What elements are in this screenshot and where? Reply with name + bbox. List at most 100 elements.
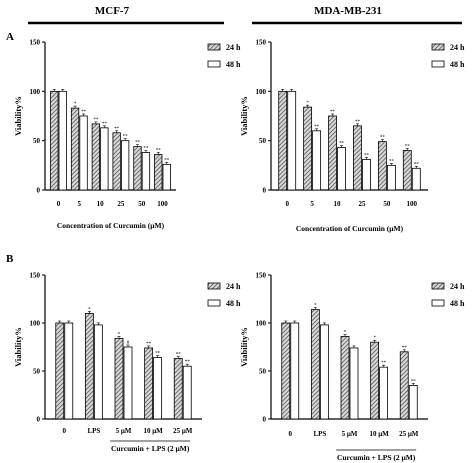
significance-mark: ** <box>102 122 108 127</box>
x-tick-label: 10 μM <box>369 430 389 438</box>
significance-mark: ** <box>176 353 182 358</box>
y-tick-label: 150 <box>30 272 41 280</box>
bar-24h <box>55 322 65 420</box>
x-tick-label: 0 <box>285 200 289 208</box>
x-tick-label: 50 <box>138 200 146 208</box>
y-axis-label: Viability% <box>239 96 249 136</box>
bar-24h <box>70 107 80 191</box>
panel-letter-b: B <box>6 253 14 265</box>
x-tick-label: 5 <box>310 200 314 208</box>
x-tick-label: 0 <box>289 430 293 438</box>
significance-mark: ** <box>355 120 361 125</box>
x-tick-label: 10 <box>334 200 342 208</box>
chart-a-mda-mb-231: 050100150Viability%0***5****10****25****… <box>239 39 465 234</box>
y-tick-label: 100 <box>30 320 41 328</box>
significance-mark: ** <box>314 125 320 130</box>
y-tick-label: 150 <box>256 272 267 280</box>
significance-mark: * <box>373 336 376 341</box>
header-cell-line-right: MDA-MB-231 <box>314 5 382 17</box>
bar-24h <box>144 347 154 420</box>
y-axis-label: Viability% <box>239 327 249 367</box>
significance-mark: ** <box>155 352 161 357</box>
significance-mark: # <box>127 341 130 346</box>
bar-48h <box>379 366 389 420</box>
legend-label: 48 h <box>450 299 465 308</box>
bar-48h <box>141 152 151 191</box>
y-tick-label: 50 <box>33 368 41 376</box>
bar-24h <box>91 123 101 191</box>
bar-48h <box>58 90 67 191</box>
x-tick-label: 5 <box>78 200 82 208</box>
significance-mark: ** <box>114 127 120 132</box>
significance-mark: ** <box>380 136 386 141</box>
bar-24h <box>50 90 59 191</box>
bar-48h <box>120 140 130 191</box>
significance-mark: ** <box>330 110 336 115</box>
y-tick-label: 0 <box>37 416 41 424</box>
y-axis-label: Viability% <box>13 327 23 367</box>
legend-label: 24 h <box>226 282 241 291</box>
bar-48h <box>290 322 300 420</box>
legend-swatch-24h <box>431 43 445 51</box>
legend-label: 48 h <box>226 299 241 308</box>
bar-48h <box>93 324 103 420</box>
group-label: Curcumin + LPS (2 μM) <box>337 453 416 462</box>
bar-24h <box>303 106 313 191</box>
bar-48h <box>411 167 421 191</box>
legend-swatch-48h <box>207 299 221 307</box>
bar-48h <box>349 347 359 420</box>
y-axis-label: Viability% <box>13 96 23 136</box>
significance-mark: ** <box>135 141 141 146</box>
legend-swatch-48h <box>431 299 445 307</box>
x-tick-label: 25 μM <box>173 427 193 435</box>
significance-mark: * <box>74 102 77 107</box>
significance-mark: ** <box>414 162 420 167</box>
bar-24h <box>377 141 387 191</box>
legend-swatch-24h <box>431 282 445 290</box>
bar-48h <box>337 147 346 191</box>
significance-mark: ** <box>93 118 99 123</box>
significance-mark: * <box>306 101 309 106</box>
bar-24h <box>112 132 121 191</box>
x-tick-label: 0 <box>63 427 67 435</box>
x-axis-label: Concentration of Curcumin (μM) <box>57 221 165 230</box>
legend-swatch-48h <box>431 60 445 68</box>
bar-24h <box>133 146 142 191</box>
group-label: Curcumin + LPS (2 μM) <box>111 444 190 453</box>
significance-mark: ** <box>402 346 408 351</box>
significance-mark: ** <box>81 110 87 115</box>
significance-mark: ** <box>156 148 162 153</box>
bar-24h <box>84 312 94 420</box>
x-tick-label: 10 μM <box>143 427 163 435</box>
significance-mark: ** <box>411 379 417 384</box>
header-cell-line-left: MCF-7 <box>95 5 130 17</box>
x-tick-label: LPS <box>87 427 100 435</box>
x-tick-label: 25 <box>117 200 125 208</box>
bar-24h <box>281 322 291 420</box>
bar-24h <box>114 337 124 420</box>
significance-mark: * <box>314 304 317 309</box>
significance-mark: * <box>344 330 347 335</box>
bar-48h <box>362 159 371 191</box>
y-tick-label: 50 <box>33 137 41 145</box>
significance-mark: * <box>118 332 121 337</box>
bar-48h <box>287 90 297 191</box>
legend-label: 48 h <box>226 60 241 69</box>
legend-label: 24 h <box>450 43 465 52</box>
bar-48h <box>408 384 418 420</box>
y-tick-label: 150 <box>256 39 267 47</box>
significance-mark: ** <box>339 142 345 147</box>
significance-mark: ** <box>405 145 411 150</box>
legend-swatch-24h <box>207 43 221 51</box>
legend-label: 24 h <box>450 282 465 291</box>
significance-mark: ** <box>143 147 149 152</box>
bar-48h <box>162 163 171 191</box>
bar-48h <box>312 130 322 191</box>
bar-24h <box>370 341 380 420</box>
bar-24h <box>173 358 183 420</box>
bar-48h <box>319 324 329 420</box>
bar-48h <box>386 164 396 191</box>
bar-48h <box>64 322 74 420</box>
y-tick-label: 100 <box>256 88 267 96</box>
